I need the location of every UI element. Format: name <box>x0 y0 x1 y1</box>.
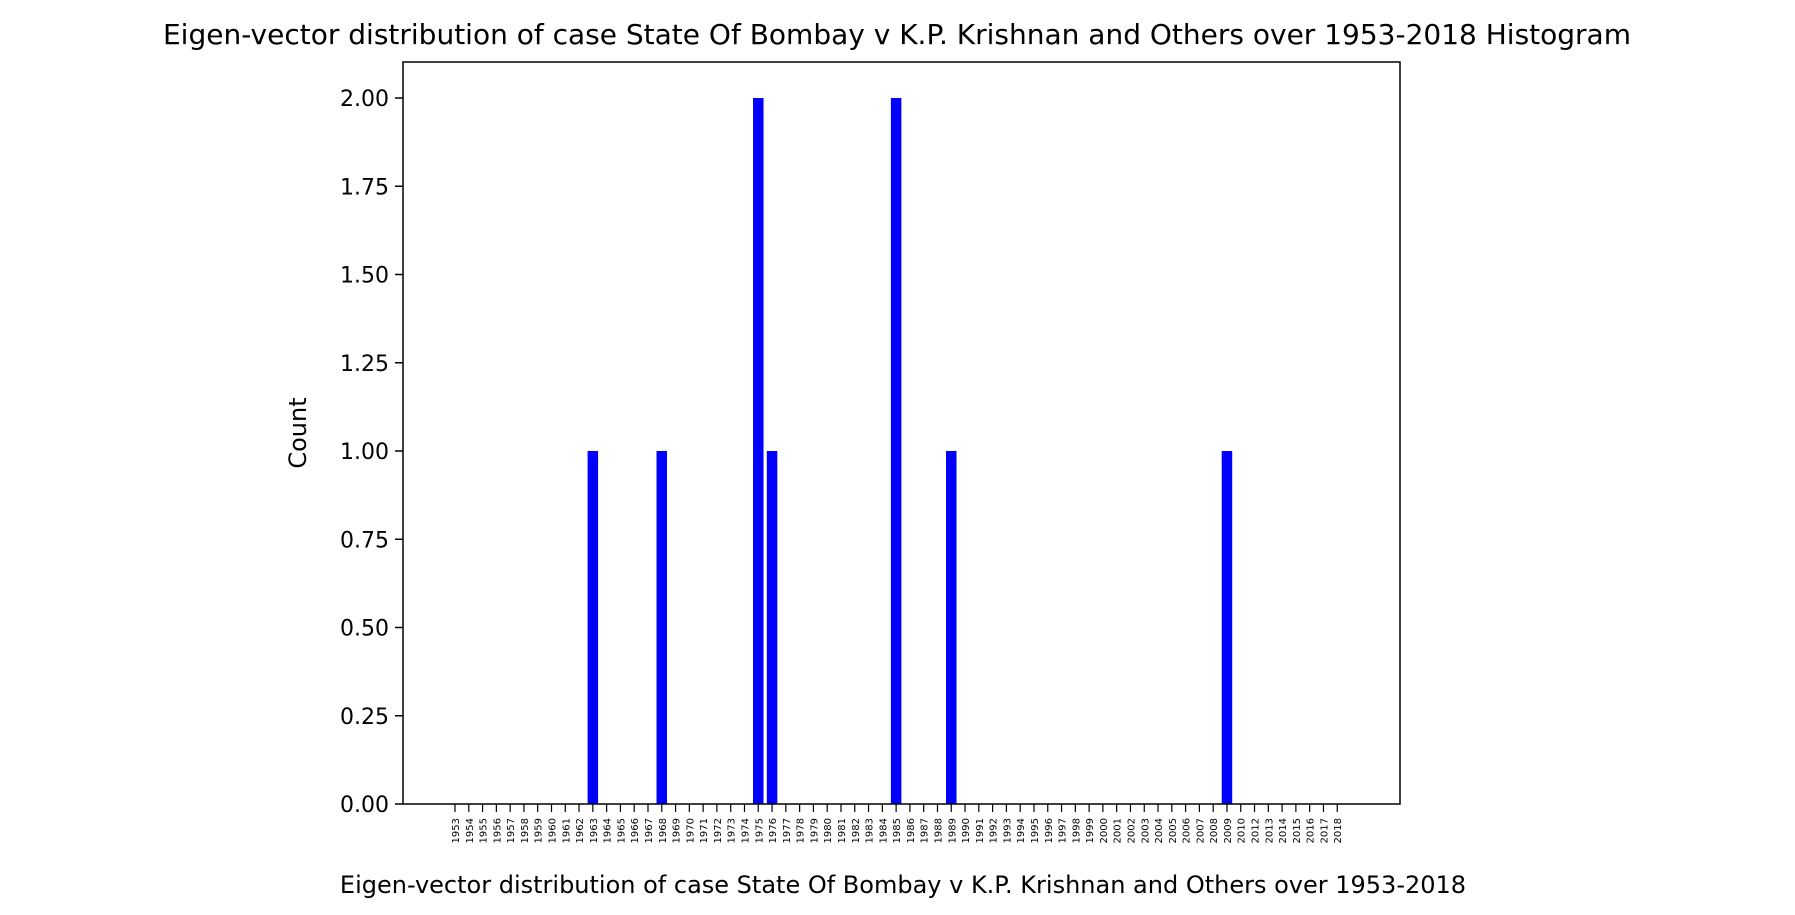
x-tick-label: 1984 <box>878 818 889 843</box>
x-tick-label: 2000 <box>1099 818 1110 843</box>
bar-2009 <box>1221 451 1233 804</box>
x-tick-label: 1996 <box>1044 818 1055 843</box>
x-tick-label: 1994 <box>1016 818 1027 843</box>
bar-1985 <box>890 98 902 804</box>
x-tick-label: 1975 <box>754 818 765 843</box>
x-axis: 1953 1954 1955 1956 1957 1958 1959 1960 1961 1962… <box>451 804 1344 843</box>
x-tick-label: 1973 <box>727 818 738 843</box>
y-tick-label: 0.50 <box>340 617 389 642</box>
x-tick-label: 1970 <box>685 818 696 843</box>
x-tick-label: 1992 <box>989 818 1000 843</box>
x-tick-label: 2007 <box>1195 818 1206 843</box>
x-tick-label: 1974 <box>740 818 751 843</box>
x-tick-label: 1962 <box>575 818 586 843</box>
x-tick-label: 2003 <box>1140 818 1151 843</box>
x-tick-label: 1969 <box>672 818 683 843</box>
y-tick-label: 1.50 <box>340 264 389 289</box>
x-tick-label: 1957 <box>506 818 517 843</box>
x-tick-label: 1998 <box>1071 818 1082 843</box>
x-tick-label: 1959 <box>534 818 545 843</box>
chart-title: Eigen-vector distribution of case State … <box>163 18 1631 51</box>
x-tick-label: 2017 <box>1319 818 1330 843</box>
bar-1989 <box>946 451 957 804</box>
x-tick-label: 2005 <box>1168 818 1179 843</box>
bar-1968 <box>656 451 668 804</box>
x-tick-label: 1980 <box>823 818 834 843</box>
x-tick-label: 1995 <box>1030 818 1041 843</box>
x-tick-label: 2006 <box>1182 818 1193 843</box>
y-tick-label: 0.00 <box>340 793 389 818</box>
bar-1976 <box>766 451 778 804</box>
x-tick-label: 1987 <box>920 818 931 843</box>
x-tick-label: 1990 <box>961 818 972 843</box>
x-tick-label: 1981 <box>837 818 848 843</box>
x-tick-label: 1954 <box>465 818 476 843</box>
x-tick-label: 1979 <box>809 818 820 843</box>
x-tick-label: 2012 <box>1251 818 1262 843</box>
bars <box>587 98 1233 804</box>
x-tick-label: 1976 <box>768 818 779 843</box>
x-tick-label: 1989 <box>947 818 958 843</box>
x-tick-label: 1986 <box>906 818 917 843</box>
x-tick-label: 2010 <box>1237 818 1248 843</box>
x-tick-label: 2013 <box>1264 818 1275 843</box>
x-tick-label: 1972 <box>713 818 724 843</box>
bar-1975 <box>753 98 764 804</box>
x-tick-label: 1983 <box>865 818 876 843</box>
x-tick-label: 1963 <box>589 818 600 843</box>
x-tick-label: 1977 <box>782 818 793 843</box>
x-tick-label: 1971 <box>699 818 710 843</box>
x-tick-label: 1966 <box>630 818 641 843</box>
x-tick-label: 1956 <box>492 818 503 843</box>
x-tick-label: 1999 <box>1085 818 1096 843</box>
x-tick-label: 1993 <box>1002 818 1013 843</box>
x-tick-label: 1982 <box>851 818 862 843</box>
x-tick-label: 1961 <box>561 818 572 843</box>
x-tick-label: 1991 <box>975 818 986 843</box>
y-tick-label: 0.25 <box>340 705 389 730</box>
x-tick-label: 1955 <box>479 818 490 843</box>
x-tick-label: 1997 <box>1058 818 1069 843</box>
x-tick-label: 1953 <box>451 818 462 843</box>
x-tick-label: 1958 <box>520 818 531 843</box>
x-tick-label: 1965 <box>616 818 627 843</box>
y-tick-label: 2.00 <box>340 87 389 112</box>
bar-1963 <box>587 451 599 804</box>
x-tick-label: 1978 <box>796 818 807 843</box>
x-tick-label: 1960 <box>547 818 558 843</box>
y-axis: 0.00 0.25 0.50 0.75 1.00 1.25 1.50 1.75 2.00 <box>340 87 403 818</box>
x-tick-label: 1985 <box>892 818 903 843</box>
plot-frame <box>402 61 1401 805</box>
y-tick-label: 1.25 <box>340 352 389 377</box>
y-tick-label: 0.75 <box>340 528 389 553</box>
x-tick-label: 2008 <box>1209 818 1220 843</box>
x-tick-label: 2014 <box>1278 818 1289 843</box>
x-tick-label: 1968 <box>658 818 669 843</box>
y-tick-label: 1.75 <box>340 175 389 200</box>
x-tick-label: 2004 <box>1154 818 1165 843</box>
x-tick-label: 2015 <box>1292 818 1303 843</box>
x-tick-label: 1967 <box>644 818 655 843</box>
x-tick-label: 1964 <box>603 818 614 843</box>
x-tick-label: 2016 <box>1306 818 1317 843</box>
x-tick-label: 1988 <box>933 818 944 843</box>
x-tick-label: 2002 <box>1126 818 1137 843</box>
x-tick-label: 2001 <box>1113 818 1124 843</box>
y-tick-label: 1.00 <box>340 440 389 465</box>
x-tick-label: 2009 <box>1223 818 1234 843</box>
x-axis-label: Eigen-vector distribution of case State … <box>340 871 1466 899</box>
x-tick-label: 2018 <box>1333 818 1344 843</box>
y-axis-label: Count <box>284 397 312 468</box>
